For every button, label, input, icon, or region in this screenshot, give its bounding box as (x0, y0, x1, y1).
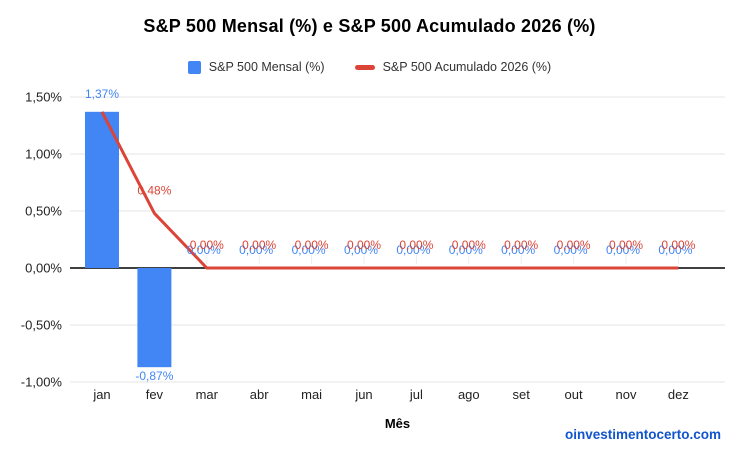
x-tick-label-ago: ago (458, 387, 480, 402)
bar-label-fev: -0,87% (135, 369, 173, 383)
line-label-ago: 0,00% (452, 238, 486, 252)
line-label-dez: 0,00% (661, 238, 695, 252)
x-tick-label-set: set (513, 387, 531, 402)
bar-label-abr: 0,00% (239, 243, 273, 257)
bar-label-out: 0,00% (554, 243, 588, 257)
x-tick-label-dez: dez (668, 387, 689, 402)
line-label-jul: 0,00% (399, 238, 433, 252)
x-tick-label-jan: jan (92, 387, 110, 402)
legend-label-acumulado: S&P 500 Acumulado 2026 (%) (382, 60, 552, 74)
y-tick-label: 0,00% (25, 261, 62, 276)
y-tick-label: 0,50% (25, 204, 62, 219)
x-tick-label-mai: mai (301, 387, 322, 402)
line-label-mar: 0,00% (190, 238, 224, 252)
line-label-abr: 0,00% (242, 238, 276, 252)
legend-item-mensal: S&P 500 Mensal (%) (187, 60, 325, 74)
x-tick-label-abr: abr (250, 387, 269, 402)
line-label-mai: 0,00% (295, 238, 329, 252)
bar-label-dez: 0,00% (658, 243, 692, 257)
line-acumulado[interactable] (100, 111, 679, 270)
y-tick-label: 1,00% (25, 147, 62, 162)
watermark-link[interactable]: oinvestimentocerto.com (564, 427, 721, 442)
bar-label-set: 0,00% (501, 243, 535, 257)
line-label-nov: 0,00% (609, 238, 643, 252)
y-tick-label: -1,00% (21, 375, 63, 390)
x-tick-label-jul: jul (409, 387, 423, 402)
legend-label-mensal: S&P 500 Mensal (%) (208, 60, 325, 74)
line-label-out: 0,00% (557, 238, 591, 252)
x-tick-label-mar: mar (196, 387, 219, 402)
bar-jan[interactable] (85, 111, 119, 268)
bar-label-jul: 0,00% (396, 243, 430, 257)
x-axis-title: Mês (384, 416, 411, 431)
legend-item-acumulado: S&P 500 Acumulado 2026 (%) (354, 60, 552, 74)
x-tick-label-jun: jun (354, 387, 372, 402)
bar-label-mai: 0,00% (292, 243, 326, 257)
bar-label-jun: 0,00% (344, 243, 378, 257)
y-tick-label: 1,50% (25, 90, 62, 105)
bar-label-ago: 0,00% (449, 243, 483, 257)
x-tick-label-out: out (565, 387, 583, 402)
bar-label-jan: 1,37% (85, 87, 119, 101)
bar-label-mar: 0,00% (187, 243, 221, 257)
bar-label-nov: 0,00% (606, 243, 640, 257)
line-label-set: 0,00% (504, 238, 538, 252)
line-label-fev: 0,48% (137, 183, 171, 197)
bar-series-swatch-icon (187, 60, 201, 74)
x-tick-label-fev: fev (146, 387, 164, 402)
chart-title: S&P 500 Mensal (%) e S&P 500 Acumulado 2… (143, 16, 596, 36)
bar-fev[interactable] (137, 268, 172, 368)
y-tick-label: -0,50% (21, 318, 63, 333)
legend: S&P 500 Mensal (%) S&P 500 Acumulado 202… (0, 60, 739, 74)
line-series-swatch-icon (354, 64, 375, 70)
line-label-jun: 0,00% (347, 238, 381, 252)
x-tick-label-nov: nov (616, 387, 637, 402)
